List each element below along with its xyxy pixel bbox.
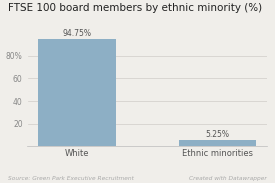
Bar	[179, 140, 256, 146]
Bar	[39, 39, 116, 146]
Text: 94.75%: 94.75%	[62, 29, 92, 38]
Text: Source: Green Park Executive Recruitment: Source: Green Park Executive Recruitment	[8, 176, 134, 181]
Text: 5.25%: 5.25%	[205, 130, 229, 139]
Text: FTSE 100 board members by ethnic minority (%): FTSE 100 board members by ethnic minorit…	[8, 3, 262, 13]
Text: Created with Datawrapper: Created with Datawrapper	[189, 176, 267, 181]
